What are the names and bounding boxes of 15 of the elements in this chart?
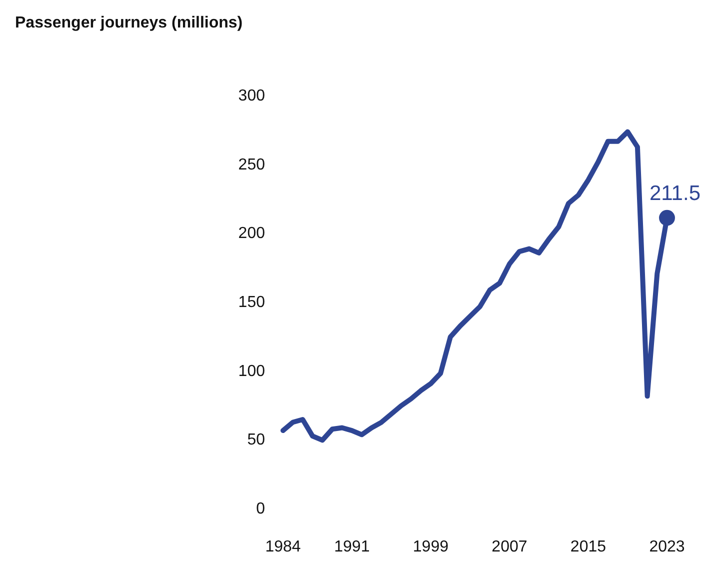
x-tick-label: 1984	[265, 538, 301, 556]
x-tick-label: 2007	[492, 538, 528, 556]
data-label: 211.5	[650, 182, 700, 205]
y-tick-label: 100	[238, 362, 266, 380]
x-tick-label: 1991	[334, 538, 370, 556]
y-tick-label: 300	[238, 88, 266, 104]
x-tick-label: 2023	[649, 538, 685, 556]
y-tick-label: 0	[256, 500, 266, 518]
text: Passenger journeys (millions)	[15, 14, 243, 32]
y-tick-label: 150	[238, 294, 266, 311]
y-tick-label: 250	[238, 156, 266, 174]
x-tick-label: 2015	[570, 538, 606, 556]
y-tick-label: 200	[238, 225, 266, 242]
y-tick-label: 50	[247, 432, 266, 449]
x-tick-label: 1999	[412, 538, 449, 556]
